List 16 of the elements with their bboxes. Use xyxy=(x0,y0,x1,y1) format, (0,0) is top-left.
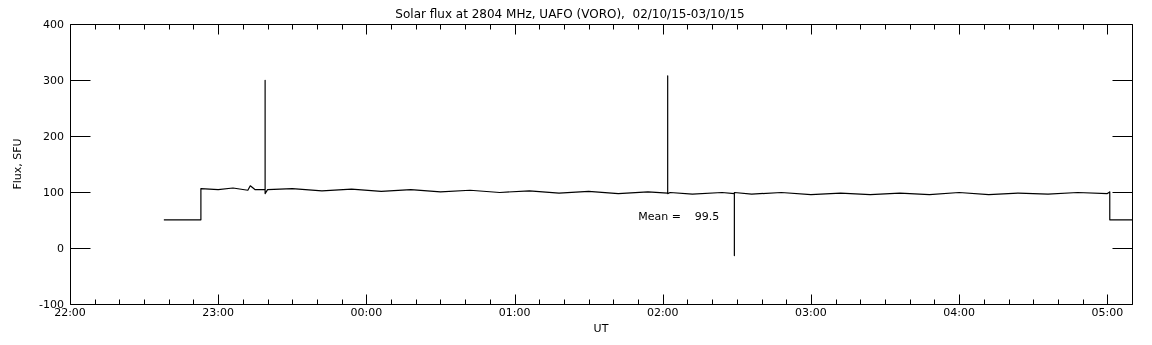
x-tick-label: 04:00 xyxy=(943,306,975,320)
y-axis-title: Flux, SFU xyxy=(11,138,25,190)
y-tick-label: 100 xyxy=(43,185,64,199)
x-tick-label: 05:00 xyxy=(1091,306,1124,320)
x-tick-label: 00:00 xyxy=(350,306,383,320)
x-tick-label: 02:00 xyxy=(646,306,679,320)
x-axis-title: UT xyxy=(593,322,609,336)
annotation: Mean = 99.5 xyxy=(638,209,720,223)
y-tick-label: 0 xyxy=(57,241,64,255)
y-tick-label: 300 xyxy=(43,74,64,88)
y-tick-label: 400 xyxy=(43,18,64,32)
chart-title: Solar flux at 2804 MHz, UAFO (VORO), 02/10/15-03/10/15 xyxy=(395,7,745,22)
y-tick-label: 200 xyxy=(43,130,64,144)
x-tick-label: 03:00 xyxy=(795,306,827,320)
x-tick-label: 23:00 xyxy=(202,306,235,320)
x-tick-label: 01:00 xyxy=(498,306,531,320)
